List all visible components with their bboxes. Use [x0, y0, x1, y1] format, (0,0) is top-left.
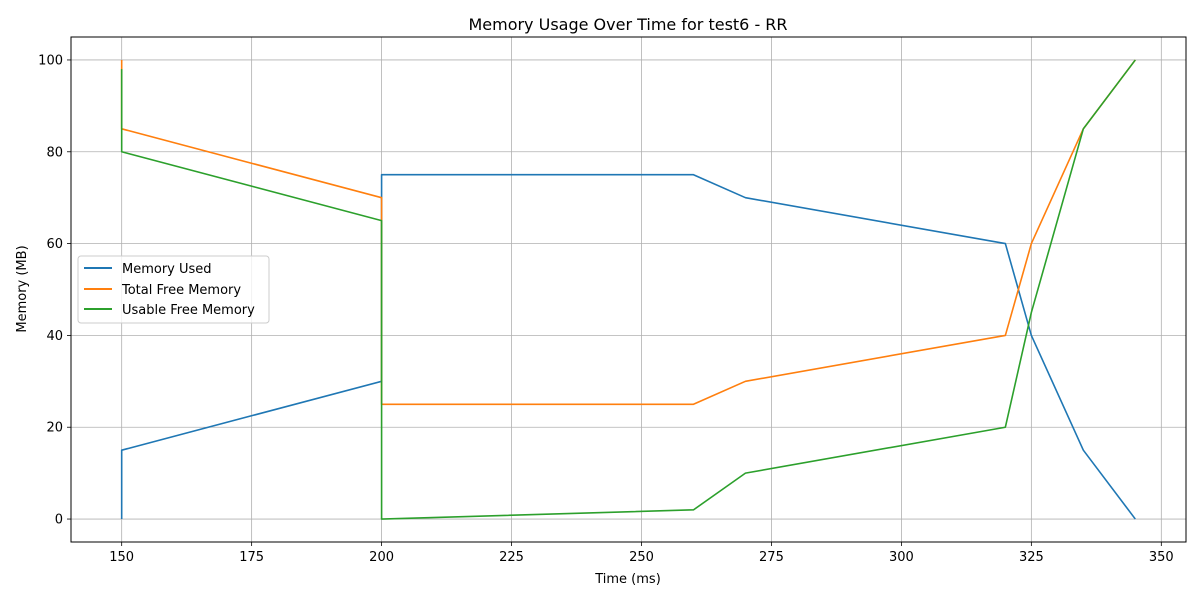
x-tick-label: 300 [889, 550, 914, 565]
series-lines [120, 59, 1136, 520]
legend-label-total-free-memory: Total Free Memory [121, 283, 241, 298]
plot-frame [70, 36, 1187, 543]
axis-ticks: 150 175 200 225 250 275 300 325 350 0 20 40 60 80 100 [38, 53, 1174, 565]
y-tick-label: 100 [38, 53, 63, 68]
y-tick-label: 60 [46, 237, 63, 252]
series-line-total-free-memory [120, 59, 1136, 406]
x-tick-label: 150 [109, 550, 134, 565]
y-tick-label: 40 [46, 329, 63, 344]
x-tick-label: 350 [1149, 550, 1174, 565]
x-tick-label: 225 [499, 550, 524, 565]
legend-frame [77, 255, 270, 324]
x-tick-label: 175 [239, 550, 264, 565]
grid [71, 37, 1186, 542]
series-line-usable-free-memory [120, 59, 1136, 520]
legend: Memory Used Total Free Memory Usable Fre… [77, 255, 270, 324]
legend-label-usable-free-memory: Usable Free Memory [122, 303, 255, 318]
y-tick-label: 20 [46, 421, 63, 436]
x-tick-label: 275 [759, 550, 784, 565]
legend-label-memory-used: Memory Used [122, 262, 212, 277]
x-axis-label: Time (ms) [594, 572, 661, 587]
x-tick-label: 325 [1019, 550, 1044, 565]
y-axis-label: Memory (MB) [15, 245, 30, 332]
series-line-memory-used [120, 173, 1136, 520]
y-tick-label: 0 [55, 513, 63, 528]
x-tick-label: 200 [369, 550, 394, 565]
chart-title: Memory Usage Over Time for test6 - RR [468, 15, 787, 34]
x-tick-label: 250 [629, 550, 654, 565]
y-tick-label: 80 [46, 145, 63, 160]
